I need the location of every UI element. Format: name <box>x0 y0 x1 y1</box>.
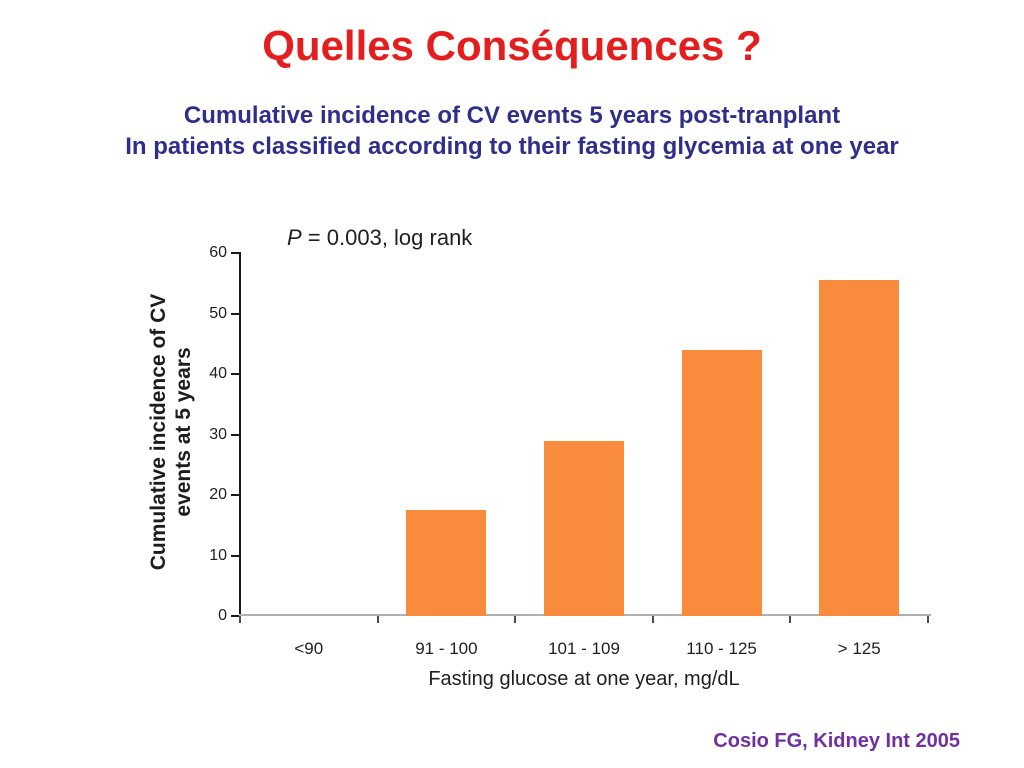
y-tick-10 <box>231 554 239 557</box>
y-tick-40 <box>231 373 239 375</box>
y-tick-50 <box>231 312 239 315</box>
y-axis-line <box>239 252 241 616</box>
y-tick-label-10: 10 <box>209 546 227 564</box>
y-tick-label-30: 30 <box>209 425 227 443</box>
y-tick-60 <box>231 252 239 254</box>
y-tick-label-20: 20 <box>209 486 227 503</box>
bar-101 - 109 <box>544 441 624 616</box>
x-category-label-3: 110 - 125 <box>686 639 757 658</box>
subtitle-line-2: In patients classified according to thei… <box>125 133 899 160</box>
y-tick-20 <box>231 494 239 496</box>
x-tick-4 <box>789 616 792 623</box>
bar-110 - 125 <box>682 350 762 616</box>
y-tick-0 <box>231 615 239 617</box>
x-tick-5 <box>927 616 929 623</box>
y-tick-30 <box>231 433 239 436</box>
x-axis-title: Fasting glucose at one year, mg/dL <box>428 668 740 690</box>
y-axis-title-line-2: events at 5 years <box>172 347 195 517</box>
slide-title: Quelles Conséquences ? <box>262 22 762 69</box>
x-tick-1 <box>376 616 379 623</box>
pvalue-symbol: P <box>287 225 302 250</box>
y-axis-title: Cumulative incidence of CV events at 5 y… <box>146 294 196 571</box>
x-category-label-4: > 125 <box>837 639 881 658</box>
x-tick-0 <box>239 616 241 623</box>
subtitle-line-1: Cumulative incidence of CV events 5 year… <box>183 102 841 129</box>
pvalue-annotation: P = 0.003, log rank <box>287 225 472 251</box>
x-tick-2 <box>514 616 517 623</box>
x-category-label-2: 101 - 109 <box>548 639 620 658</box>
y-tick-label-0: 0 <box>218 607 227 624</box>
y-axis-title-line-1: Cumulative incidence of CV <box>147 293 170 571</box>
pvalue-text: = 0.003, log rank <box>301 225 473 250</box>
x-category-label-0: <90 <box>294 639 324 658</box>
bar-> 125 <box>819 280 899 616</box>
bar-91 - 100 <box>406 510 486 616</box>
slide-subtitle: Cumulative incidence of CV events 5 year… <box>0 100 1024 162</box>
y-tick-label-50: 50 <box>209 304 227 322</box>
x-tick-3 <box>651 616 654 623</box>
citation: Cosio FG, Kidney Int 2005 <box>713 730 960 752</box>
y-tick-label-40: 40 <box>209 365 227 382</box>
y-tick-label-60: 60 <box>209 244 227 261</box>
x-category-label-1: 91 - 100 <box>415 639 478 658</box>
